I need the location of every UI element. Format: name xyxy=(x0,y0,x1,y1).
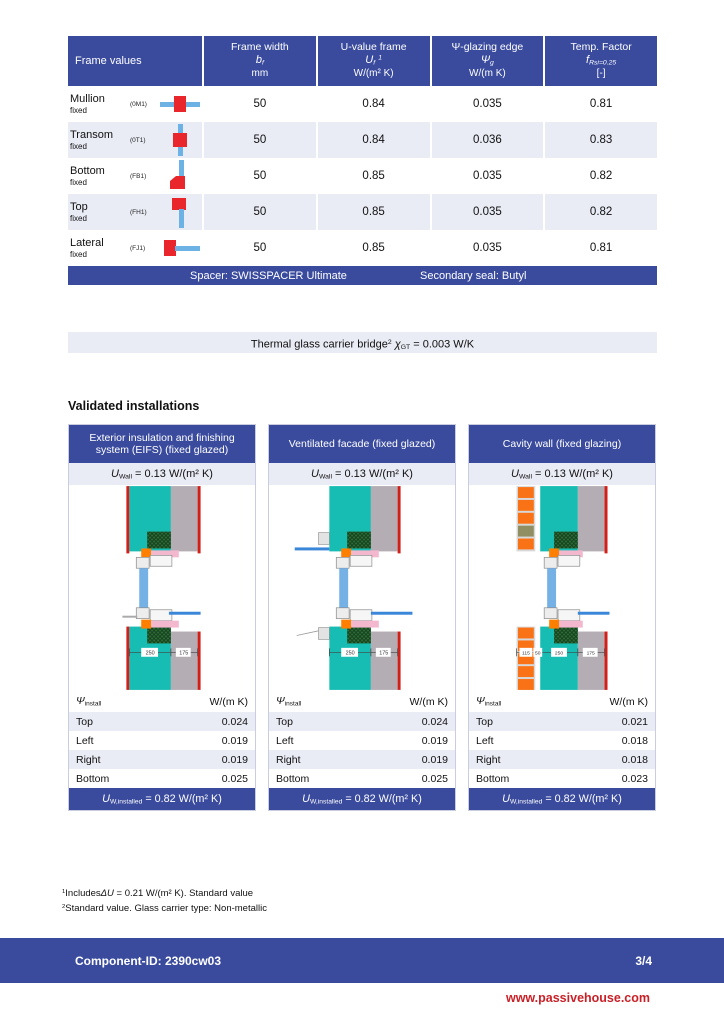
u-wall-value: UWall = 0.13 W/(m² K) xyxy=(69,463,255,485)
spacer-seal-band: Spacer: SWISSPACER Ultimate Secondary se… xyxy=(68,266,657,285)
u-wall-value: UWall = 0.13 W/(m² K) xyxy=(269,463,455,485)
table-row: Transom fixed (0T1) 50 0.84 0.036 0.83 xyxy=(68,122,657,158)
footnotes: 1IncludesΔU = 0.21 W/(m² K). Standard va… xyxy=(62,886,267,916)
dimension-label: 50 xyxy=(535,650,541,656)
psi-row: Bottom 0.025 xyxy=(76,772,248,785)
frame-values-table: Frame values Frame width bf mm U-value f… xyxy=(68,36,657,285)
psi-row: Bottom 0.025 xyxy=(276,772,448,785)
lateral-section-icon xyxy=(158,233,202,263)
psi-install-header: Ψinstall W/(m K) xyxy=(76,695,248,708)
dimension-label: 115 xyxy=(522,650,530,656)
installation-panel-ventilated-facade: Ventilated facade (fixed glazed) UWall =… xyxy=(268,424,456,811)
row-code: (FB1) xyxy=(130,172,147,180)
psi-install-header: Ψinstall W/(m K) xyxy=(276,695,448,708)
u-installed-value: UW,installed = 0.82 W/(m² K) xyxy=(269,788,455,810)
ventilated-facade-cross-section-diagram: 250 175 xyxy=(269,485,455,691)
dimension-label: 250 xyxy=(146,650,155,656)
footnote-2: 2Standard value. Glass carrier type: Non… xyxy=(62,903,267,915)
spacer-info: Spacer: SWISSPACER Ultimate xyxy=(190,269,347,282)
row-code: (0M1) xyxy=(130,100,147,108)
panel-title: Ventilated facade (fixed glazed) xyxy=(269,425,455,463)
u-installed-value: UW,installed = 0.82 W/(m² K) xyxy=(69,788,255,810)
column-header-u-value: U-value frame Uf 1 W/(m² K) xyxy=(317,36,430,86)
dimension-label: 250 xyxy=(346,650,355,656)
panel-title: Exterior insulation and finishing system… xyxy=(69,425,255,463)
cavity-wall-cross-section-diagram: 115 50 250 175 xyxy=(469,485,655,691)
table-header: Frame values Frame width bf mm U-value f… xyxy=(68,36,657,86)
psi-row: Top 0.021 xyxy=(469,712,655,731)
transom-section-icon xyxy=(158,124,202,156)
row-code: (0T1) xyxy=(130,136,146,144)
table-row: Bottom fixed (FB1) 50 0.85 0.035 0.82 xyxy=(68,158,657,194)
installation-panels: Exterior insulation and finishing system… xyxy=(68,424,657,811)
table-row: Lateral fixed (FJ1) 50 0.85 0.035 0.81 xyxy=(68,230,657,266)
row-name: Top xyxy=(70,201,88,213)
footnote-1: 1IncludesΔU = 0.21 W/(m² K). Standard va… xyxy=(62,888,254,899)
validated-installations-title: Validated installations xyxy=(68,399,200,413)
page-number: 3/4 xyxy=(635,953,652,968)
row-name: Bottom xyxy=(70,165,105,177)
installation-panel-eifs: Exterior insulation and finishing system… xyxy=(68,424,256,811)
u-installed-value: UW,installed = 0.82 W/(m² K) xyxy=(469,788,655,810)
psi-row: Left 0.018 xyxy=(476,734,648,747)
dimension-label: 175 xyxy=(379,650,388,656)
panel-title: Cavity wall (fixed glazing) xyxy=(469,425,655,463)
footer-band: Component-ID: 2390cw03 3/4 xyxy=(0,938,724,983)
frame-values-label: Frame values xyxy=(75,55,142,67)
installation-panel-cavity-wall: Cavity wall (fixed glazing) UWall = 0.13… xyxy=(468,424,656,811)
u-wall-value: UWall = 0.13 W/(m² K) xyxy=(469,463,655,485)
psi-row: Right 0.019 xyxy=(69,750,255,769)
thermal-bridge-note: Thermal glass carrier bridge2 χGT = 0.00… xyxy=(68,332,657,353)
psi-row: Right 0.019 xyxy=(269,750,455,769)
column-header-frame-width: Frame width bf mm xyxy=(204,36,316,86)
website-link[interactable]: www.passivehouse.com xyxy=(505,991,650,1005)
bottom-section-icon xyxy=(158,160,202,192)
table-row: Mullion fixed (0M1) 50 0.84 0.035 0.81 xyxy=(68,86,657,122)
row-code: (FJ1) xyxy=(130,244,146,252)
psi-row: Bottom 0.023 xyxy=(476,772,648,785)
dimension-label: 250 xyxy=(555,650,563,656)
eifs-cross-section-diagram: 250 175 xyxy=(69,485,255,691)
secondary-seal-info: Secondary seal: Butyl xyxy=(420,269,527,282)
column-header-psi-glazing: Ψ-glazing edge Ψg W/(m K) xyxy=(431,36,544,86)
dimension-label: 175 xyxy=(587,650,595,656)
psi-row: Right 0.018 xyxy=(469,750,655,769)
component-id: Component-ID: 2390cw03 xyxy=(75,953,222,968)
row-name: Transom xyxy=(70,129,113,141)
psi-row: Top 0.024 xyxy=(69,712,255,731)
dimension-label: 175 xyxy=(179,650,188,656)
column-header-temp-factor: Temp. Factor fRsi=0.25 [-] xyxy=(545,36,657,86)
frame-values-header-cell: Frame values xyxy=(68,36,202,86)
psi-install-header: Ψinstall W/(m K) xyxy=(476,695,648,708)
psi-row: Left 0.019 xyxy=(276,734,448,747)
row-code: (FH1) xyxy=(130,208,147,216)
row-name: Mullion xyxy=(70,93,105,105)
row-name: Lateral xyxy=(70,237,104,249)
table-row: Top fixed (FH1) 50 0.85 0.035 0.82 xyxy=(68,194,657,230)
psi-row: Left 0.019 xyxy=(76,734,248,747)
mullion-section-icon xyxy=(158,89,202,119)
psi-row: Top 0.024 xyxy=(269,712,455,731)
top-section-icon xyxy=(158,196,202,228)
